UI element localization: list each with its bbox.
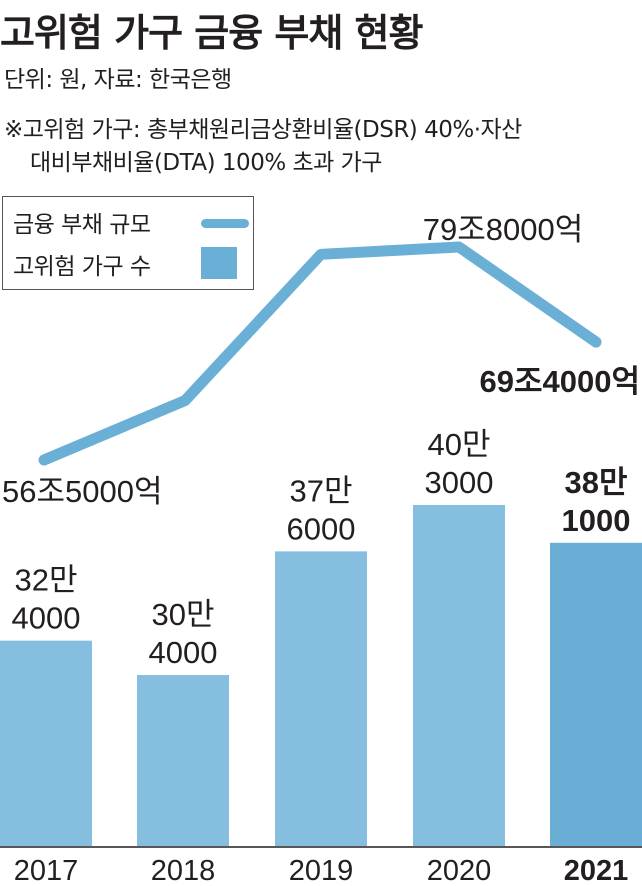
unit-source-note: 단위: 원, 자료: 한국은행 [4,67,232,93]
legend-line-swatch [201,219,249,228]
bar-label-2018-line2: 4000 [149,635,218,670]
definition-note-line2: 대비부채비율(DTA) 100% 초과 가구 [30,150,382,176]
bar-2019 [275,551,367,846]
x-tick-label-2018: 2018 [151,855,216,886]
debt-label-2017: 56조5000억 [2,474,162,509]
bar-label-2018-line1: 30만 [151,597,214,632]
legend-bar-label: 고위험 가구 수 [13,254,151,280]
debt-point-2018 [184,399,186,402]
x-tick-label-2020: 2020 [427,855,492,886]
x-tick-label-2017: 2017 [14,855,79,886]
debt-point-2021 [595,341,597,344]
debt-label-2020: 79조8000억 [423,212,583,247]
bar-label-2019-line1: 37만 [289,473,352,508]
bar-label-2020-line1: 40만 [427,427,490,462]
legend-bar-swatch [201,247,237,279]
bar-2017 [0,640,92,846]
debt-point-2017 [43,459,45,461]
debt-point-2019 [320,253,322,256]
bar-label-2021-line2: 1000 [562,503,631,538]
bar-label-2020-line2: 3000 [425,465,494,500]
x-tick-label-2019: 2019 [289,855,354,886]
bar-label-2017-line1: 32만 [14,563,77,598]
x-tick-label-2021: 2021 [564,855,629,886]
bar-2020 [413,505,505,846]
definition-note-line1: ※고위험 가구: 총부채원리금상환비율(DSR) 40%·자산 [4,117,522,143]
legend: 금융 부채 규모 고위험 가구 수 [2,196,254,290]
chart-title: 고위험 가구 금융 부채 현황 [0,11,423,55]
bar-2018 [137,675,229,846]
legend-line-label: 금융 부채 규모 [13,212,151,238]
bar-label-2017-line2: 4000 [12,601,81,636]
debt-label-2021: 69조4000억 [480,364,640,399]
bar-2021 [550,542,642,846]
bar-label-2021-line1: 38만 [564,465,627,500]
bar-label-2019-line2: 6000 [287,511,356,546]
debt-point-2020 [458,246,460,248]
